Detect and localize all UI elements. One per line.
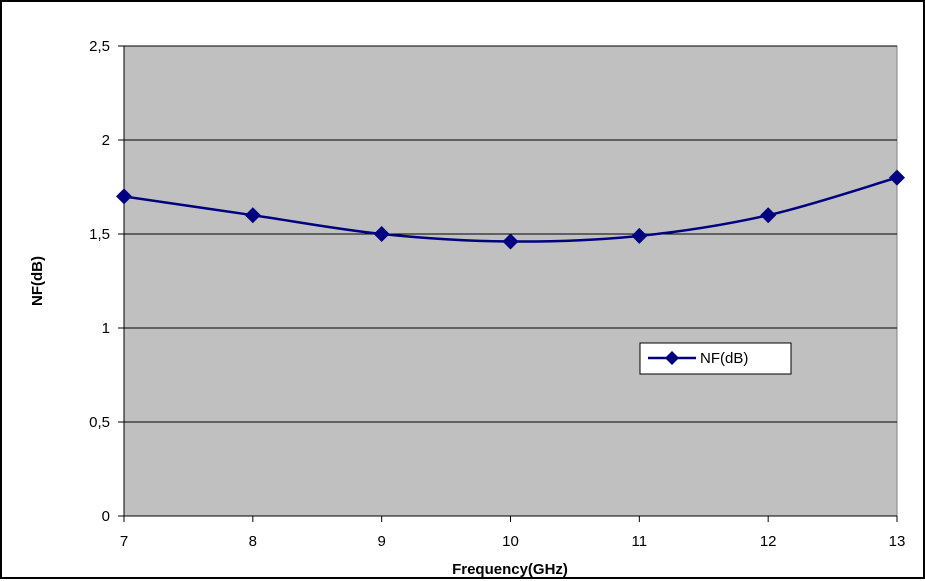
data-point-6	[889, 169, 905, 186]
data-point-0	[116, 188, 132, 205]
x-tick-label-5: 12	[760, 533, 777, 550]
legend-marker	[665, 351, 679, 365]
x-tick-label-1: 8	[249, 533, 257, 550]
y-tick-label-5: 2,5	[89, 38, 110, 55]
x-axis-title: Frequency(GHz)	[452, 561, 568, 578]
x-tick-label-6: 13	[889, 533, 906, 550]
y-tick-label-0: 0	[102, 508, 110, 525]
legend: NF(dB)	[639, 342, 792, 375]
y-tick-label-2: 1	[102, 320, 110, 337]
y-axis-title: NF(dB)	[29, 256, 46, 306]
data-point-1	[244, 207, 261, 224]
x-tick-labels: 7 8 9 10 11 12 13	[120, 516, 906, 550]
y-tick-label-1: 0,5	[89, 414, 110, 431]
legend-label: NF(dB)	[700, 350, 748, 367]
x-tick-label-4: 11	[632, 533, 648, 550]
x-tick-label-3: 10	[502, 533, 519, 550]
series-layer	[116, 169, 905, 250]
x-tick-label-2: 9	[377, 533, 385, 550]
data-point-4	[631, 227, 648, 244]
data-point-3	[502, 233, 519, 250]
y-tick-label-4: 2	[102, 132, 110, 149]
plot-area	[123, 45, 898, 517]
data-point-2	[373, 226, 390, 242]
data-point-5	[760, 207, 777, 224]
y-tick-label-3: 1,5	[89, 226, 110, 243]
y-tick-labels: 0 0,5 1 1,5 2 2,5	[89, 38, 124, 525]
x-tick-label-0: 7	[120, 533, 128, 550]
